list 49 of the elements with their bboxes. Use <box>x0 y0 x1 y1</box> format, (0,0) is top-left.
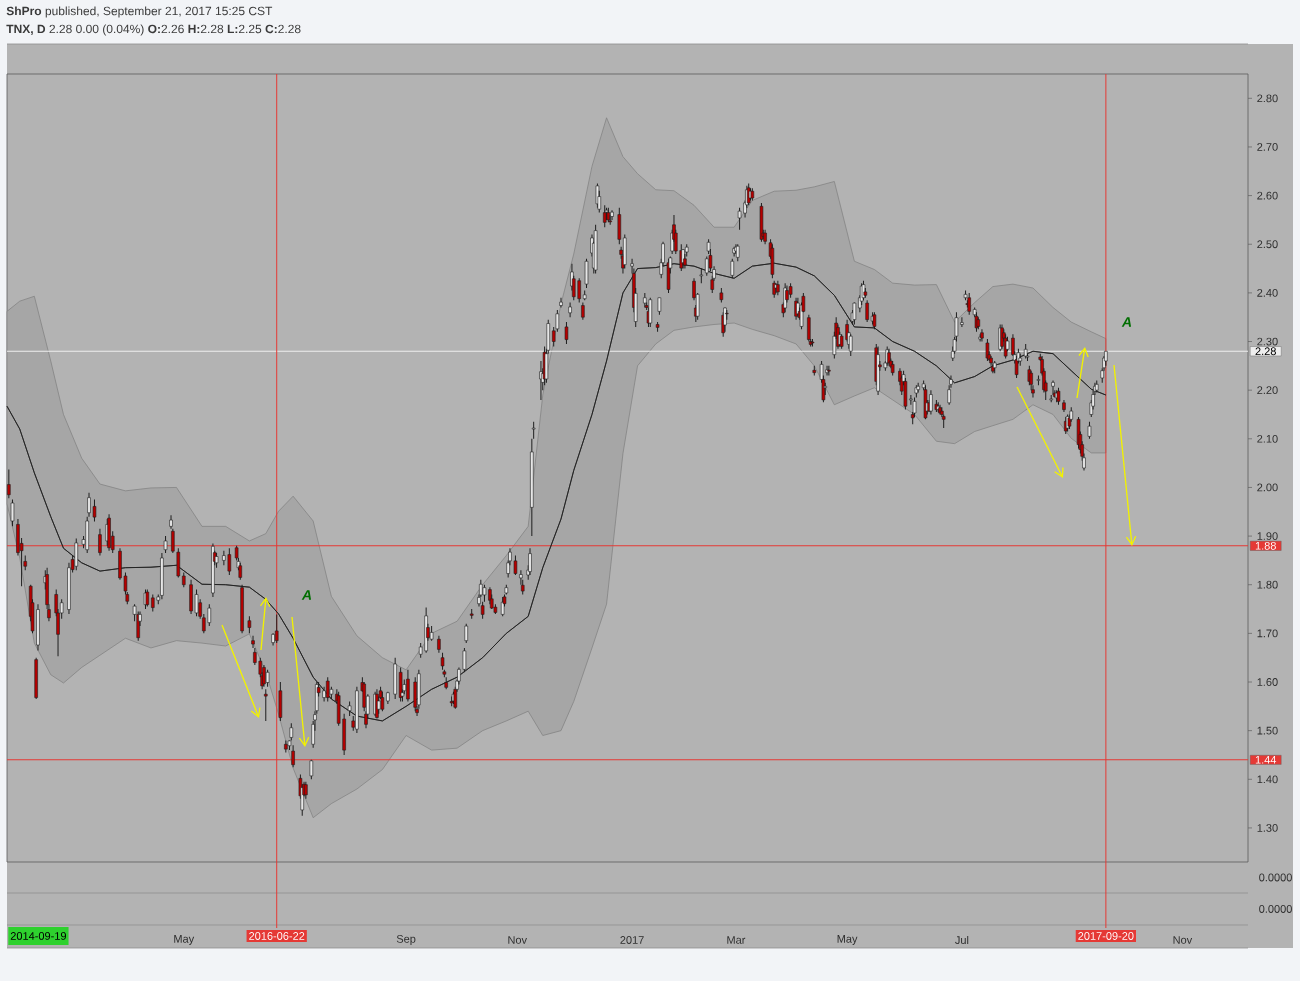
text: TNX, D 2.28 0.00 (0.04%) O:2.26 H:2.28 L:2.25 C:2.28 <box>6 24 301 36</box>
ref-line-label: 1.88 <box>1255 541 1276 550</box>
y-tick-label: 1.80 <box>1257 580 1278 589</box>
ref-line-label: 1.44 <box>1255 756 1277 764</box>
annotation: A <box>301 590 312 600</box>
y-tick-label: 2.80 <box>1257 94 1278 103</box>
y-tick-label: 2.30 <box>1257 337 1278 346</box>
text: 0.0000 <box>1259 905 1292 913</box>
ref-line-label: 2.28 <box>1255 347 1276 356</box>
candlestick <box>98 528 102 557</box>
y-tick-label: 1.90 <box>1257 532 1278 540</box>
candlestick <box>274 613 279 644</box>
x-tick-label: Nov <box>508 936 527 944</box>
candlestick <box>564 321 569 345</box>
y-tick-label: 1.40 <box>1257 775 1278 784</box>
y-tick-label: 2.60 <box>1257 191 1278 200</box>
candlestick <box>584 258 589 289</box>
candlestick <box>291 744 295 768</box>
candlestick <box>7 468 11 499</box>
annotation: A <box>1121 317 1132 327</box>
chart-title: ShPro published, September 21, 2017 15:25 CST <box>6 6 273 18</box>
x-tick-label: Nov <box>1173 936 1193 944</box>
y-tick-label: 1.60 <box>1257 678 1278 686</box>
y-tick-label: 1.70 <box>1257 629 1278 638</box>
y-tick-label: 2.40 <box>1257 288 1278 297</box>
x-tick-label: Sep <box>396 935 416 945</box>
x-tick-label: Mar <box>727 936 746 944</box>
candlestick <box>10 499 15 527</box>
candlestick <box>865 299 869 323</box>
x-tick-label: May <box>837 935 858 945</box>
y-tick-label: 2.10 <box>1257 434 1278 443</box>
x-tick-label: Jul <box>955 935 969 945</box>
candlestick <box>568 302 572 318</box>
ref-line-label: 2017-09-20 <box>1078 932 1134 940</box>
x-tick-label: May <box>174 935 195 945</box>
candlestick <box>74 538 79 571</box>
y-tick-label: 1.30 <box>1257 824 1278 832</box>
text: 0.0000 <box>1259 873 1292 882</box>
y-tick-label: 2.50 <box>1257 240 1278 249</box>
text: 2014-09-19 <box>10 932 67 940</box>
candlestick <box>464 623 468 644</box>
candlestick <box>500 596 505 617</box>
y-tick-label: 2.20 <box>1257 386 1278 395</box>
y-tick-label: 2.00 <box>1257 483 1278 492</box>
ref-line-label: 2016-06-22 <box>249 932 305 940</box>
y-tick-label: 1.50 <box>1257 726 1278 735</box>
candlestick <box>264 688 268 722</box>
x-tick-label: 2017 <box>620 936 644 944</box>
y-tick-label: 2.70 <box>1257 143 1278 151</box>
